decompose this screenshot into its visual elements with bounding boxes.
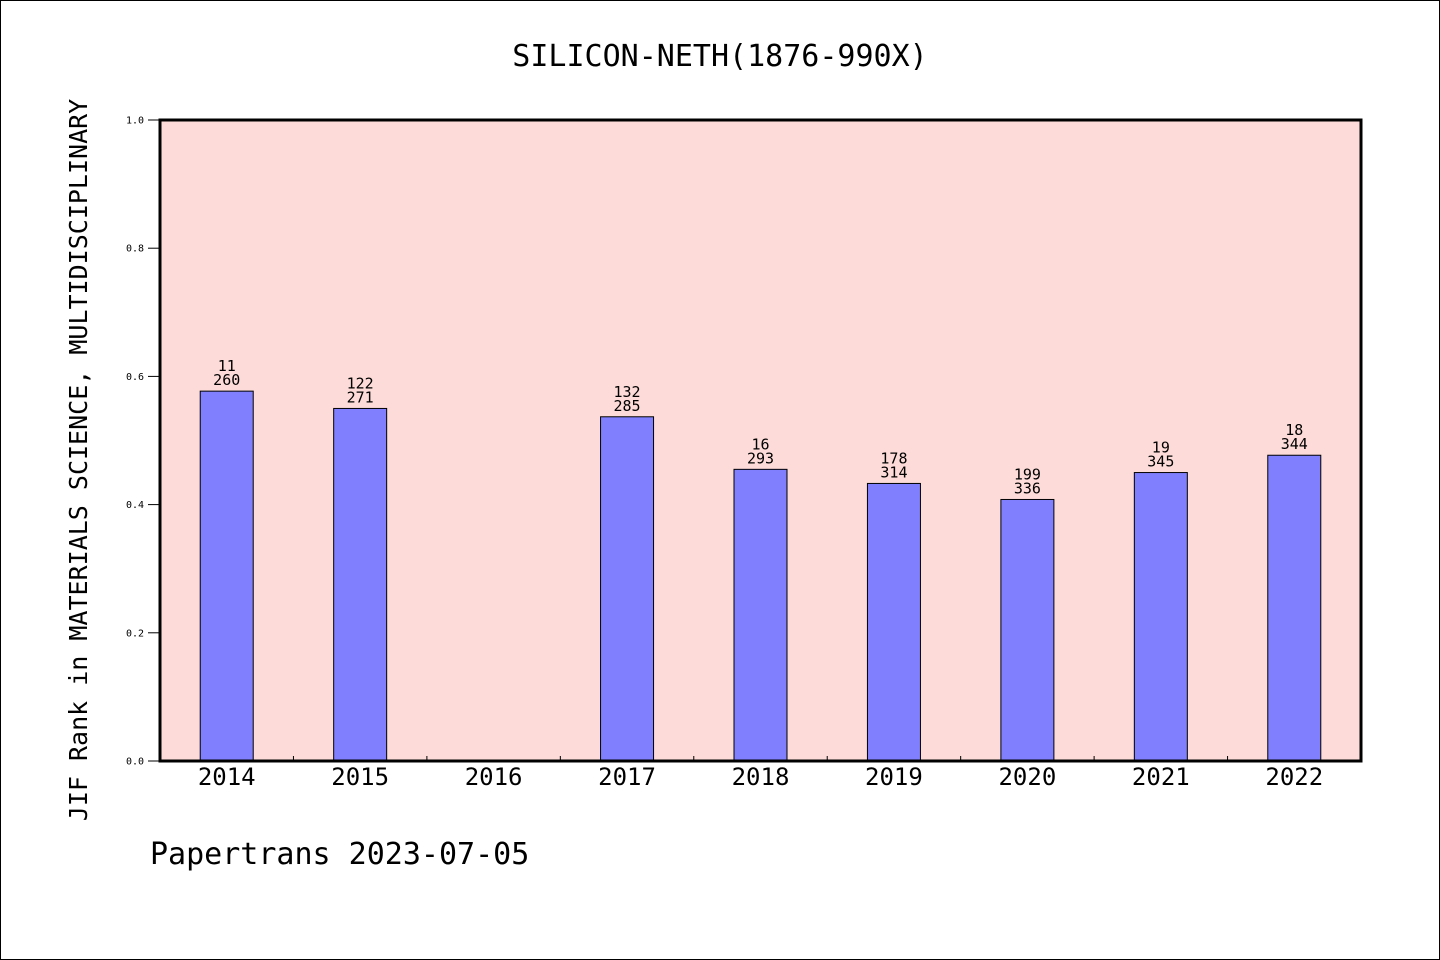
x-tick-label-2017: 2017: [598, 763, 656, 791]
bar-2018: [733, 468, 788, 762]
data-label-rank-2019: 178: [880, 449, 907, 467]
bars-group: [199, 390, 1322, 762]
x-tick-label-2016: 2016: [465, 763, 523, 791]
y-axis-label: JIF Rank in MATERIALS SCIENCE, MULTIDISC…: [64, 99, 93, 821]
x-tick-label-2020: 2020: [998, 763, 1056, 791]
y-tick-label: 0.0: [126, 757, 144, 768]
data-label-rank-2014: 11: [218, 357, 236, 375]
y-tick-label: 0.6: [126, 372, 144, 383]
data-label-total-2014: 260: [213, 371, 240, 389]
x-tick-label-2022: 2022: [1265, 763, 1323, 791]
data-label-rank-2021: 19: [1152, 439, 1170, 457]
data-label-total-2019: 314: [880, 463, 907, 481]
y-tick-label: 0.2: [126, 628, 144, 639]
x-tick-label-2021: 2021: [1132, 763, 1190, 791]
bar-2017: [600, 416, 655, 762]
data-label-total-2022: 344: [1281, 435, 1308, 453]
bar-2015: [333, 407, 388, 762]
data-label-rank-2015: 122: [347, 374, 374, 392]
bar-2020: [1000, 498, 1055, 762]
bar-2014: [199, 390, 254, 762]
data-label-rank-2017: 132: [614, 383, 641, 401]
data-label-rank-2022: 18: [1285, 421, 1303, 439]
data-label-total-2018: 293: [747, 449, 774, 467]
chart-title: SILICON-NETH(1876-990X): [512, 39, 927, 74]
data-label-rank-2018: 16: [751, 435, 769, 453]
data-label-total-2017: 285: [614, 397, 641, 415]
y-tick-label: 1.0: [126, 116, 144, 127]
y-tick-label: 0.4: [126, 500, 144, 511]
bar-2021: [1133, 472, 1188, 762]
x-tick-label-2015: 2015: [331, 763, 389, 791]
x-tick-label-2019: 2019: [865, 763, 923, 791]
bar-2022: [1267, 454, 1322, 762]
footer-text: Papertrans 2023-07-05: [150, 837, 529, 872]
plot-border: [158, 118, 1363, 763]
axes-group: 2014 2015 2016 2017 2018 2019 2020 2021 2022 0.0 0…: [126, 116, 1323, 792]
x-tick-label-2018: 2018: [732, 763, 790, 791]
bar-2019: [866, 482, 921, 762]
data-label-rank-2020: 199: [1014, 465, 1041, 483]
data-label-total-2021: 345: [1147, 453, 1174, 471]
data-label-total-2020: 336: [1014, 479, 1041, 497]
y-tick-label: 0.8: [126, 244, 144, 255]
data-label-total-2015: 271: [347, 388, 374, 406]
x-tick-label-2014: 2014: [198, 763, 256, 791]
